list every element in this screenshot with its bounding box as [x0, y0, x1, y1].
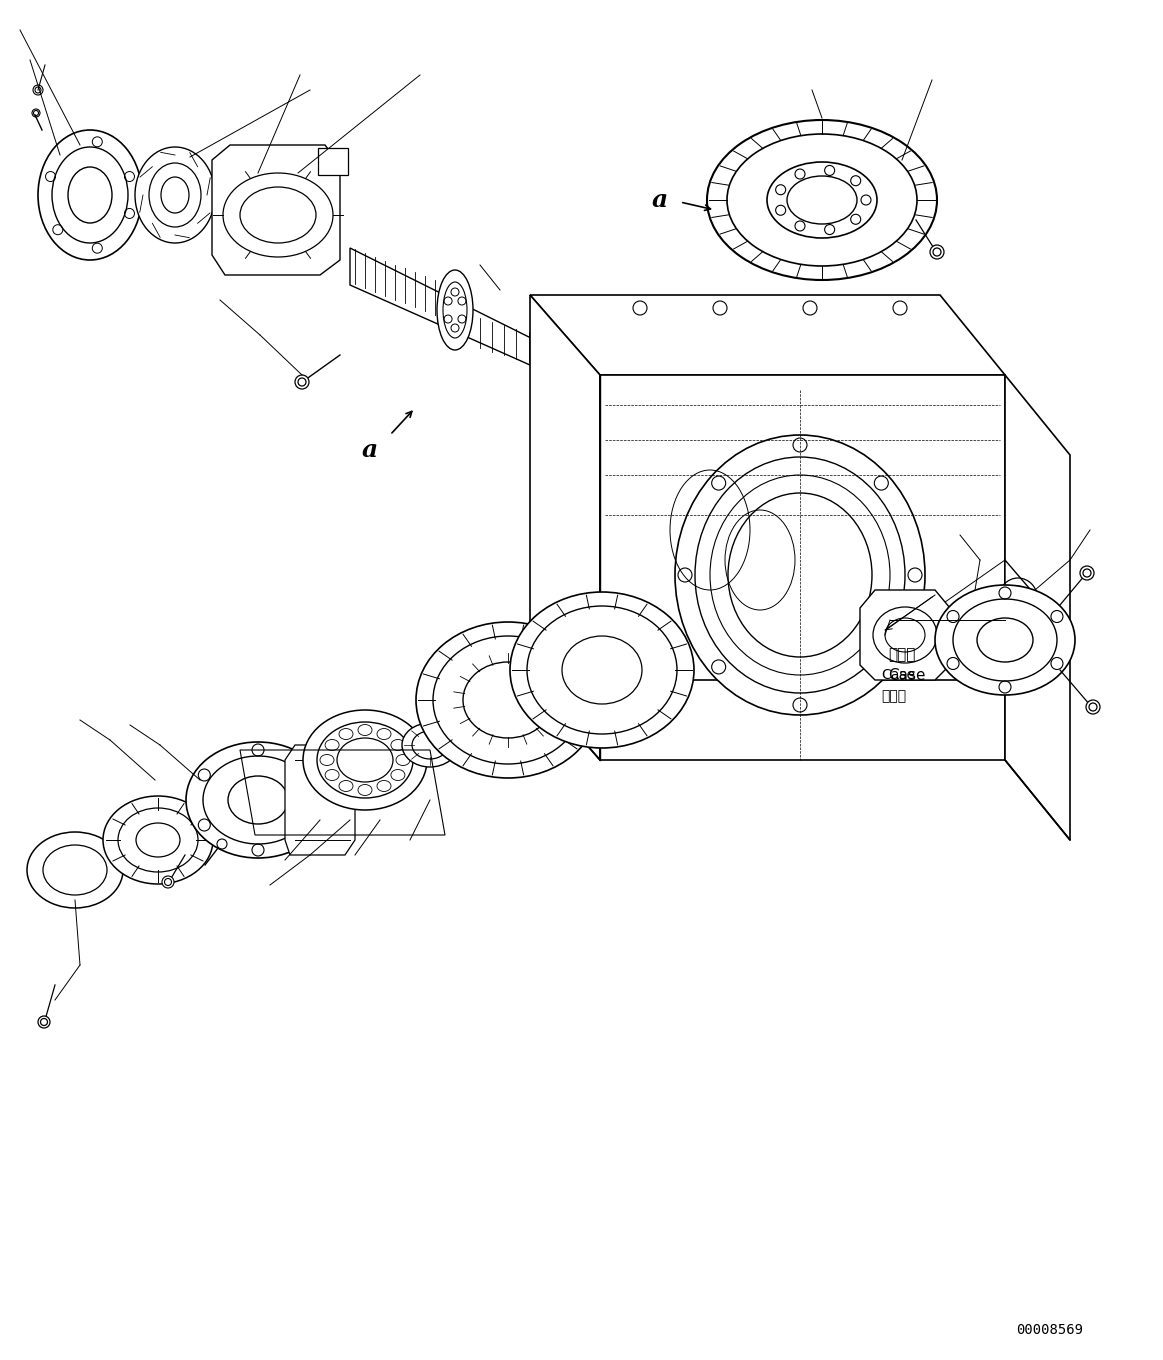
Circle shape [38, 1016, 50, 1028]
Circle shape [295, 375, 309, 389]
Text: a: a [362, 438, 378, 462]
Polygon shape [350, 248, 575, 385]
Ellipse shape [402, 724, 458, 767]
Text: Case: Case [882, 668, 915, 681]
Ellipse shape [135, 147, 215, 243]
Ellipse shape [707, 120, 937, 280]
Circle shape [930, 245, 944, 258]
Polygon shape [600, 375, 1005, 760]
Ellipse shape [437, 271, 473, 350]
Circle shape [162, 876, 174, 888]
Ellipse shape [27, 832, 123, 908]
Text: ケース: ケース [882, 690, 907, 703]
Text: a: a [652, 188, 668, 212]
Ellipse shape [38, 131, 142, 260]
Polygon shape [285, 745, 355, 855]
Ellipse shape [675, 435, 925, 715]
Circle shape [1086, 700, 1100, 714]
Ellipse shape [304, 710, 427, 811]
Text: Case: Case [889, 668, 926, 683]
Ellipse shape [104, 796, 213, 884]
Text: 00008569: 00008569 [1016, 1323, 1084, 1337]
Polygon shape [212, 146, 340, 275]
Ellipse shape [511, 592, 694, 748]
Text: ケース: ケース [889, 647, 915, 662]
Ellipse shape [935, 585, 1075, 695]
Polygon shape [1005, 560, 1035, 641]
Circle shape [1080, 566, 1094, 579]
Polygon shape [530, 295, 600, 760]
Polygon shape [1005, 375, 1070, 840]
Ellipse shape [186, 743, 330, 858]
Polygon shape [530, 295, 1005, 375]
Polygon shape [859, 590, 950, 680]
Polygon shape [317, 148, 348, 175]
Ellipse shape [416, 622, 600, 778]
